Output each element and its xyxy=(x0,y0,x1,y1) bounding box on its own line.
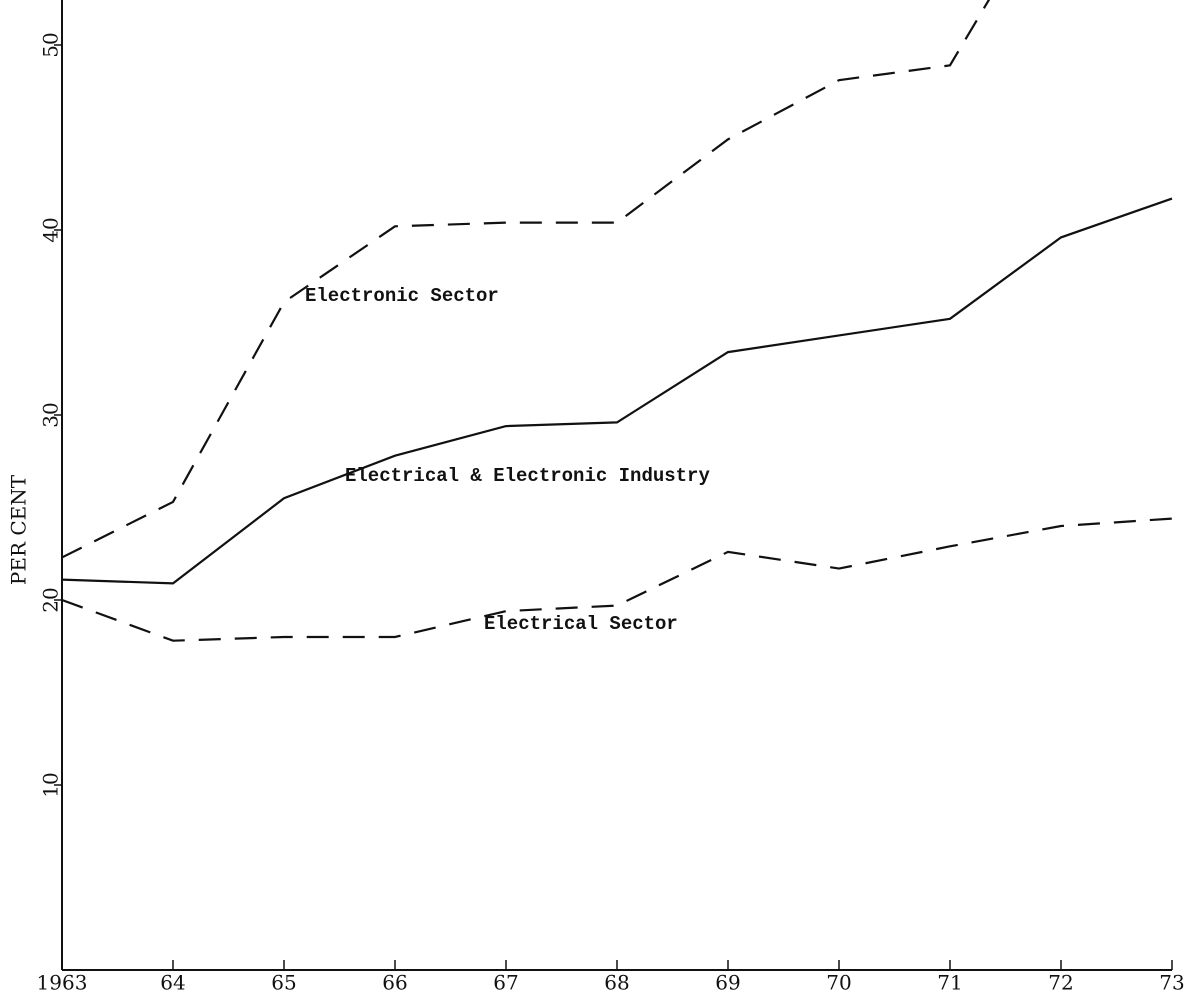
x-tick-label: 69 xyxy=(715,971,740,995)
x-tick-label: 65 xyxy=(271,971,296,995)
x-tick-label: 64 xyxy=(160,971,185,995)
series-line xyxy=(61,197,1173,585)
y-axis-label: PER CENT xyxy=(7,474,31,585)
x-tick-label: 67 xyxy=(493,971,518,995)
y-tick-label: 40 xyxy=(39,217,63,242)
series-label: Electrical Sector xyxy=(484,613,678,635)
y-tick-label: 20 xyxy=(39,587,63,612)
series-line xyxy=(61,517,1173,642)
series-label: Electronic Sector xyxy=(305,285,499,307)
x-tick-label: 68 xyxy=(604,971,629,995)
x-tick-label: 70 xyxy=(826,971,851,995)
x-tick-label: 71 xyxy=(937,971,962,995)
x-tick-label: 1963 xyxy=(37,971,88,995)
y-tick-label: 10 xyxy=(39,772,63,797)
plot-area xyxy=(61,0,1173,642)
y-tick-label: 30 xyxy=(39,402,63,427)
y-tick-label: 50 xyxy=(39,32,63,57)
x-tick-label: 72 xyxy=(1048,971,1073,995)
series-label: Electrical & Electronic Industry xyxy=(345,465,710,487)
x-tick-label: 73 xyxy=(1159,971,1184,995)
series-line xyxy=(61,0,991,559)
x-tick-label: 66 xyxy=(382,971,407,995)
